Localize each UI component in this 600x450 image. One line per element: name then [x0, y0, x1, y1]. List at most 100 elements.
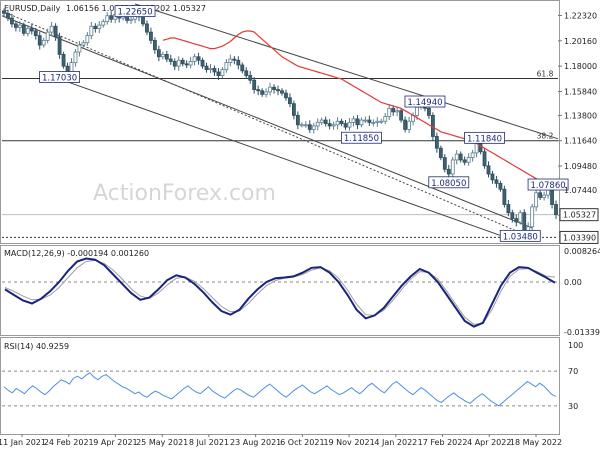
candle-body: [160, 54, 165, 58]
candle-body: [200, 59, 205, 67]
price-label-box: [39, 71, 80, 83]
candle-body: [502, 188, 507, 205]
candle-body: [25, 28, 30, 34]
candle-body: [427, 107, 431, 116]
candle-body: [343, 123, 348, 128]
candle-body: [490, 173, 495, 181]
candle-body: [244, 70, 249, 76]
candle-body: [49, 25, 54, 33]
candle-body: [284, 92, 288, 99]
candle-body: [498, 182, 503, 190]
price-label-box: [114, 5, 156, 18]
candle-body: [299, 124, 304, 127]
rsi-panel: [0, 337, 560, 435]
candle-body: [184, 63, 189, 66]
candle-body: [21, 24, 26, 34]
candle-body: [248, 75, 253, 81]
x-tick-label: 25 May 2021: [136, 438, 188, 447]
candle-body: [236, 59, 241, 66]
price-label: 1.07860: [530, 181, 565, 191]
candle-body: [379, 120, 384, 123]
candle-body: [180, 59, 185, 65]
price-label: 1.11840: [467, 134, 502, 144]
candle-body: [446, 168, 451, 175]
candle-body: [73, 51, 78, 64]
candle-body: [554, 204, 558, 216]
candle-body: [89, 25, 94, 37]
candle-body: [2, 10, 6, 14]
candle-body: [482, 151, 487, 167]
candle-body: [383, 116, 388, 122]
price-title: EURUSD,Daily: [4, 4, 61, 13]
candle-body: [224, 62, 229, 71]
candle-body: [339, 120, 344, 124]
candle-body: [256, 89, 261, 92]
candle-body: [156, 49, 161, 58]
fib-label: 38.2: [537, 132, 554, 141]
candle-body: [494, 179, 499, 184]
price-label: 1.22650: [117, 8, 152, 18]
candle-body: [291, 103, 296, 116]
candle-body: [323, 119, 328, 124]
candle-body: [141, 16, 145, 25]
candle-body: [510, 212, 515, 219]
last-price-value: 1.05327: [563, 211, 596, 220]
x-tick-label: 18 May 2022: [510, 438, 562, 447]
support-tag: [559, 230, 599, 244]
macd-panel: [0, 245, 560, 336]
x-tick-label: 24 Feb 2021: [44, 438, 94, 447]
candle-body: [450, 159, 455, 175]
candle-body: [331, 124, 336, 127]
candle-body: [466, 157, 471, 163]
candle-body: [522, 212, 527, 232]
candle-body: [101, 21, 106, 26]
rsi-tick-label: 70: [568, 367, 578, 376]
candle-body: [45, 31, 50, 41]
price-panel: [0, 0, 560, 244]
candle-body: [260, 90, 265, 95]
candle-body: [228, 58, 233, 64]
candle-body: [188, 61, 193, 66]
price-label-box: [404, 95, 446, 108]
candle-body: [311, 125, 316, 130]
candle-body: [438, 147, 443, 158]
x-tick-label: 4 Apr 2022: [467, 438, 511, 447]
macd-tick-label: -0.013398: [564, 328, 600, 337]
candle-body: [85, 35, 90, 44]
candle-body: [272, 86, 276, 90]
candle-body: [77, 44, 82, 53]
candle-body: [355, 118, 360, 126]
candle-body: [81, 42, 86, 46]
candle-body: [17, 24, 22, 28]
price-label-box: [341, 131, 382, 144]
candle-body: [93, 25, 98, 30]
price-label-box: [527, 178, 569, 191]
candle-body: [196, 56, 201, 61]
candle-body: [220, 69, 225, 76]
candle-body: [264, 91, 269, 95]
candle-body: [371, 122, 376, 124]
candle-body: [53, 25, 58, 38]
candle-body: [6, 12, 10, 19]
lower-channel-line: [1, 15, 533, 229]
price-label: 1.08050: [431, 179, 466, 189]
fib-label: 61.8: [537, 69, 554, 78]
macd-line: [4, 257, 556, 328]
candle-body: [168, 58, 173, 62]
candle-body: [335, 120, 340, 126]
y-tick-label: 1.11640: [564, 137, 597, 146]
x-tick-label: 4 Jan 2022: [374, 438, 417, 447]
y-tick-label: 1.22320: [564, 11, 597, 20]
candle-body: [33, 30, 38, 37]
candle-body: [145, 23, 149, 33]
x-tick-label: 17 Feb 2022: [418, 438, 468, 447]
candle-body: [172, 61, 177, 67]
candle-body: [518, 212, 523, 223]
candle-body: [327, 123, 332, 127]
candle-body: [399, 110, 404, 121]
candle-body: [387, 107, 392, 117]
candle-body: [534, 192, 539, 208]
candle-body: [415, 106, 419, 116]
candle-body: [216, 71, 221, 76]
y-tick-label: 1.18000: [564, 62, 597, 71]
